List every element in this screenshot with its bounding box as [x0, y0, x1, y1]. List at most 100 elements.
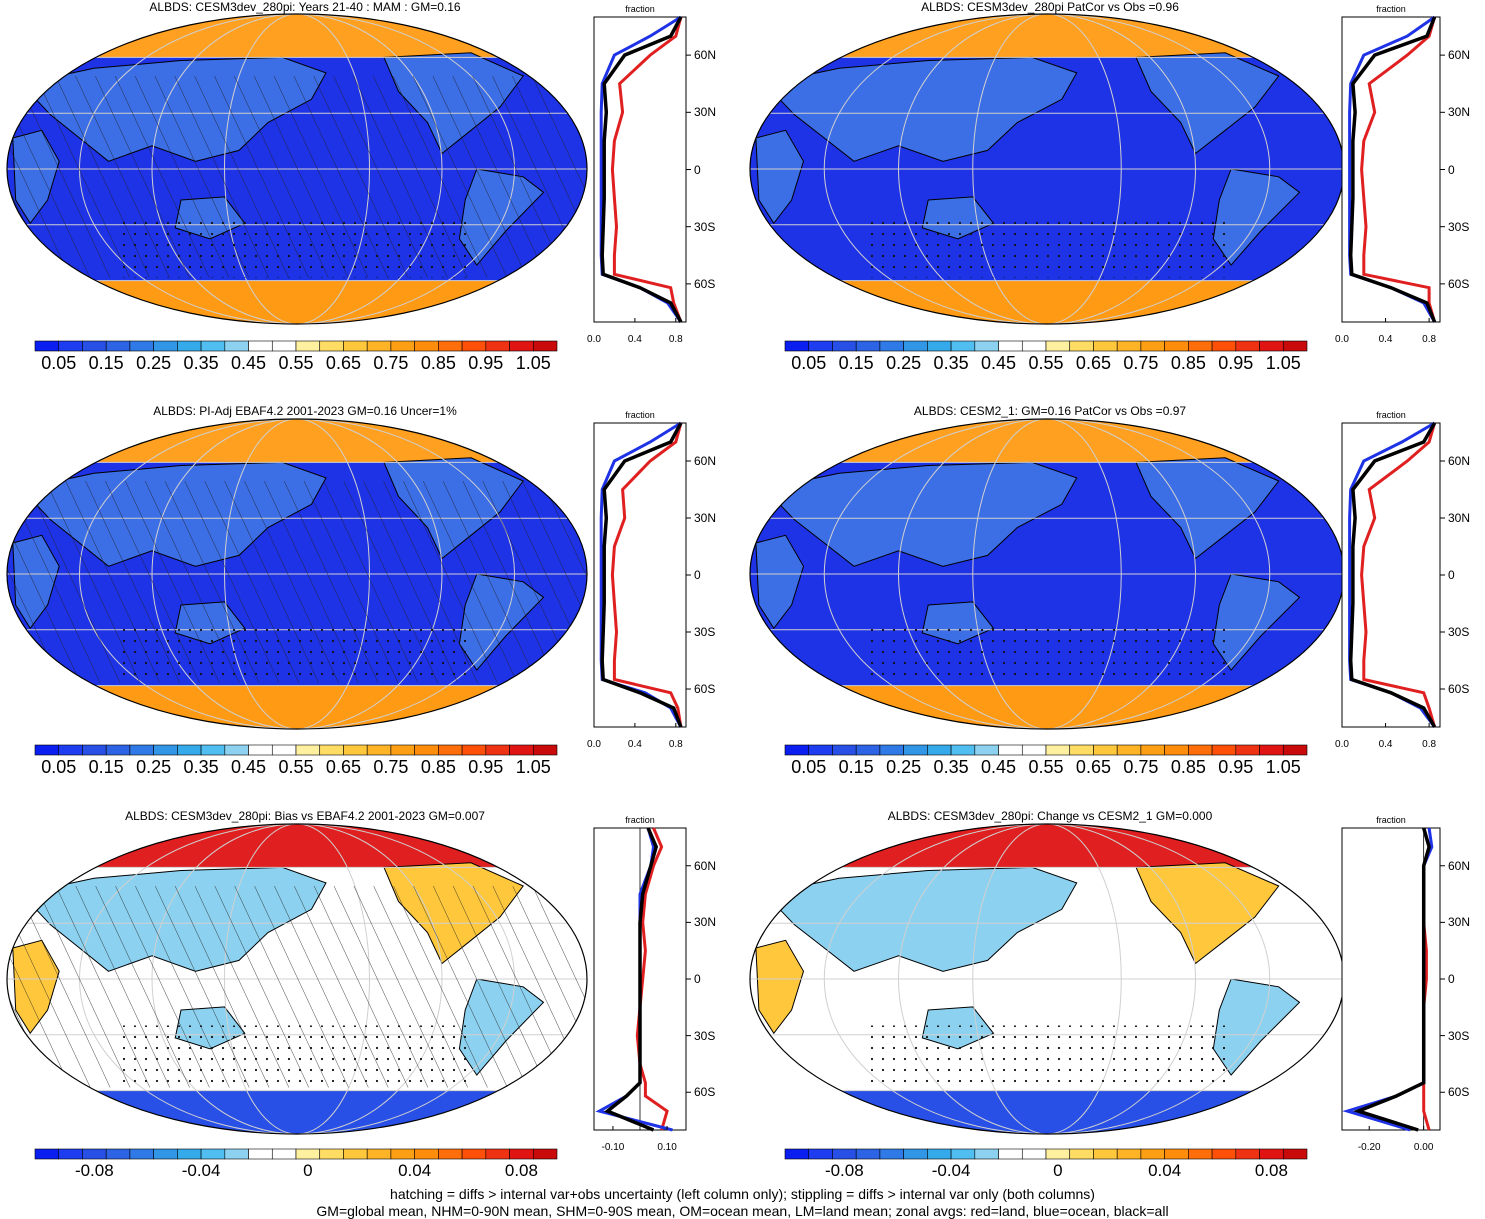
panel-5-title: ALBDS: CESM3dev_280pi: Bias vs EBAF4.2 2… — [125, 809, 485, 823]
map-continent — [755, 129, 805, 225]
map-continent — [1135, 52, 1280, 155]
colorbar-tick-label: 1.05 — [515, 757, 551, 777]
colorbar-tick-label: 0.15 — [838, 757, 874, 777]
colorbar-swatch — [784, 340, 810, 352]
colorbar-swatch — [129, 744, 154, 756]
colorbar-swatch — [808, 744, 833, 756]
colorbar-swatch — [1282, 340, 1308, 352]
colorbar-tick-label: 0.35 — [183, 353, 219, 373]
colorbar-tick-label: 0.25 — [136, 353, 172, 373]
colorbar-tick-label: 1.05 — [1265, 757, 1301, 777]
colorbar-tick-label: 0.08 — [504, 1161, 538, 1180]
zonal-line-land — [1360, 422, 1437, 728]
zonal-lat-label: 0 — [1448, 162, 1455, 177]
colorbar-5 — [34, 1148, 558, 1160]
zonal-lat-label: 60N — [694, 858, 717, 873]
colorbar-swatch — [461, 340, 487, 352]
zonal-x-label: 0.8 — [1422, 739, 1437, 750]
colorbar-swatch — [58, 340, 83, 352]
zonal-lat-label: 0 — [694, 568, 701, 582]
map-continent — [1248, 430, 1301, 463]
colorbar-tick-label: 0.55 — [1028, 757, 1064, 777]
map-meridian — [823, 14, 1271, 324]
colorbar-swatch — [224, 1148, 249, 1160]
colorbar-tick-label: 0.04 — [1148, 1161, 1182, 1180]
map-stippling — [123, 1025, 471, 1088]
colorbar-swatch — [414, 1148, 439, 1160]
colorbar-swatch — [509, 340, 534, 352]
colorbar-swatch — [82, 1148, 107, 1160]
colorbar-tick-label: 0 — [1053, 1161, 1063, 1180]
colorbar-swatch — [1093, 744, 1118, 756]
colorbar-swatch — [485, 340, 510, 352]
map-arctic-band — [7, 419, 587, 463]
map-stippling — [868, 1025, 1226, 1088]
zonal-lat-label: 0 — [694, 162, 701, 177]
colorbar-swatch — [58, 744, 83, 756]
colorbar-swatch — [927, 340, 952, 352]
colorbar-swatch — [832, 744, 857, 756]
colorbar-tick-label: -0.04 — [181, 1161, 221, 1180]
panel-4-title: ALBDS: CESM2_1: GM=0.16 PatCor vs Obs =0… — [913, 404, 1187, 418]
colorbar-swatch — [295, 340, 321, 352]
colorbar-swatch — [1164, 744, 1189, 756]
panel-1 — [6, 13, 691, 352]
zonal-x-label: 0.00 — [1413, 1142, 1434, 1153]
colorbar-swatch — [950, 1148, 976, 1160]
colorbar-swatch — [532, 744, 558, 756]
zonal-lat-label: 30N — [1448, 915, 1471, 930]
map-2 — [750, 14, 1344, 324]
colorbar-swatch — [855, 744, 881, 756]
map-meridian — [898, 824, 1196, 1134]
colorbar-swatch — [1140, 1148, 1165, 1160]
zonal-axis-title: fraction — [625, 815, 655, 825]
map-outline — [6, 13, 588, 325]
colorbar-swatch — [1069, 744, 1094, 756]
zonal-line-all — [604, 827, 659, 1132]
map-meridian — [898, 419, 1196, 729]
map-continent — [1135, 862, 1280, 965]
zonal-axis-title: fraction — [1376, 410, 1406, 420]
colorbar-swatch — [319, 744, 344, 756]
colorbar-tick-label: 0.75 — [373, 353, 409, 373]
colorbar-swatch — [271, 340, 297, 352]
colorbar-tick-label: 0.45 — [231, 353, 267, 373]
colorbar-tick-label: 0.05 — [41, 757, 77, 777]
colorbar-swatch — [295, 744, 321, 756]
map-6 — [750, 824, 1344, 1134]
zonal-plot-4 — [1341, 421, 1445, 728]
zonal-lat-label: 30N — [1448, 105, 1471, 120]
colorbar-swatch — [832, 340, 857, 352]
colorbar-tick-label: 0.95 — [1218, 757, 1254, 777]
zonal-plot-2 — [1341, 15, 1445, 323]
zonal-lat-label: 0 — [694, 972, 701, 986]
zonal-line-all — [600, 422, 683, 728]
colorbar-swatch — [105, 744, 131, 756]
zonal-axis-title: fraction — [625, 4, 655, 14]
map-stippling — [123, 215, 471, 278]
colorbar-swatch — [177, 744, 202, 756]
colorbar-swatch — [903, 1148, 928, 1160]
colorbar-swatch — [248, 340, 273, 352]
colorbar-swatch — [808, 340, 833, 352]
zonal-lat-label: 30N — [694, 915, 717, 930]
colorbar-swatch — [1211, 340, 1237, 352]
zonal-lat-label: 60S — [1448, 276, 1470, 291]
colorbar-swatch — [224, 744, 249, 756]
colorbar-swatch — [82, 744, 107, 756]
colorbar-swatch — [1259, 744, 1284, 756]
colorbar-tick-label: 0.75 — [1123, 757, 1159, 777]
zonal-lat-label: 60S — [694, 682, 716, 696]
map-meridian — [898, 14, 1196, 324]
zonal-axis-title: fraction — [1376, 4, 1406, 14]
zonal-lat-label: 60N — [694, 48, 717, 63]
colorbar-tick-label: 0.25 — [136, 757, 172, 777]
colorbar-6 — [784, 1148, 1308, 1160]
zonal-lat-label: 30S — [694, 625, 716, 639]
colorbar-swatch — [343, 1148, 368, 1160]
zonal-x-label: 0.0 — [1335, 739, 1349, 750]
panel-2-title: ALBDS: CESM3dev_280pi PatCor vs Obs =0.9… — [921, 0, 1179, 14]
colorbar-swatch — [1164, 1148, 1189, 1160]
zonal-line-land — [610, 422, 683, 728]
map-stippling — [868, 215, 1226, 278]
